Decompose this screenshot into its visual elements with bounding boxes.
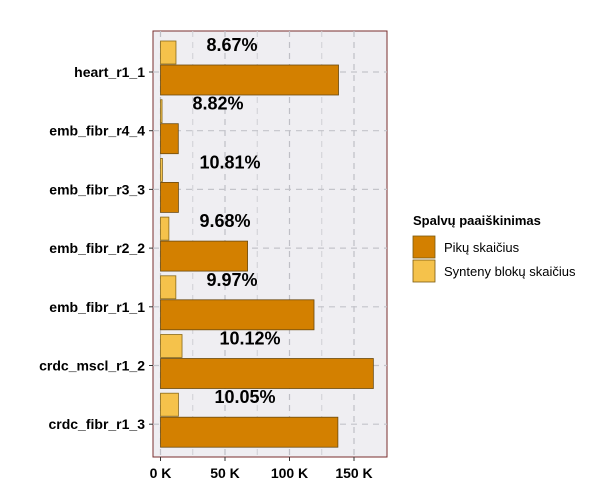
bar-synteny-emb_fibr_r1_1 xyxy=(160,275,177,300)
bar-synteny-heart_r1_1 xyxy=(160,40,177,65)
bar-peaks-heart_r1_1 xyxy=(160,64,339,96)
bar-peaks-crdc_fibr_r1_3 xyxy=(160,416,339,448)
bar-synteny-crdc_mscl_r1_2 xyxy=(160,334,183,358)
percentage-label: 10.81% xyxy=(199,152,260,172)
bar-synteny-emb_fibr_r4_4 xyxy=(160,99,163,124)
bar-synteny-crdc_fibr_r1_3 xyxy=(160,392,179,417)
x-tick-label: 150 K xyxy=(335,465,372,481)
bar-synteny-emb_fibr_r2_2 xyxy=(160,216,170,241)
percentage-label: 8.82% xyxy=(192,94,243,114)
bar-peaks-emb_fibr_r4_4 xyxy=(160,123,179,155)
legend-swatch xyxy=(412,235,436,259)
y-tick-label: emb_fibr_r4_4 xyxy=(49,123,145,139)
percentage-label: 10.05% xyxy=(214,387,275,407)
y-tick-label: emb_fibr_r2_2 xyxy=(49,240,145,256)
y-tick-label: crdc_mscl_r1_2 xyxy=(39,358,145,374)
bar-peaks-crdc_mscl_r1_2 xyxy=(160,358,374,389)
x-tick-label: 50 K xyxy=(210,465,240,481)
percentage-label: 9.68% xyxy=(199,211,250,231)
x-tick-label: 0 K xyxy=(150,465,172,481)
y-tick-label: crdc_fibr_r1_3 xyxy=(48,416,145,432)
bar-synteny-emb_fibr_r3_3 xyxy=(160,157,163,182)
y-tick-label: heart_r1_1 xyxy=(74,64,145,80)
y-tick-label: emb_fibr_r3_3 xyxy=(49,181,145,197)
bar-peaks-emb_fibr_r2_2 xyxy=(160,240,248,272)
legend-label: Pikų skaičius xyxy=(444,240,520,255)
legend-label: Synteny blokų skaičius xyxy=(444,264,576,279)
bar-peaks-emb_fibr_r1_1 xyxy=(160,299,315,331)
bar-peaks-emb_fibr_r3_3 xyxy=(160,181,179,213)
legend-swatch xyxy=(412,259,436,283)
y-tick-label: emb_fibr_r1_1 xyxy=(49,299,145,315)
legend-title: Spalvų paaiškinimas xyxy=(413,213,541,228)
percentage-label: 9.97% xyxy=(206,270,257,290)
percentage-label: 8.67% xyxy=(206,35,257,55)
percentage-label: 10.12% xyxy=(219,329,280,349)
x-tick-label: 100 K xyxy=(271,465,308,481)
